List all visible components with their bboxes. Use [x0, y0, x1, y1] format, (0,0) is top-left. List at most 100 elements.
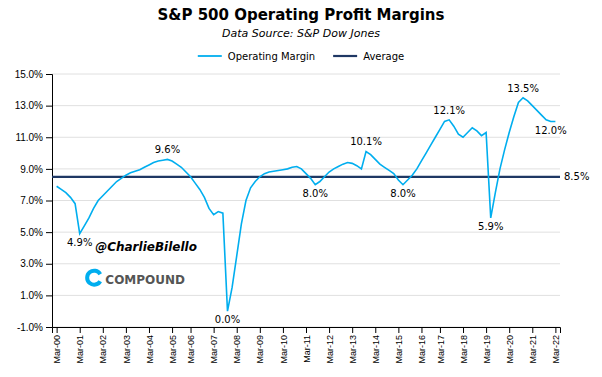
- y-tick: 3.0%: [20, 258, 52, 269]
- legend-item: Operating Margin: [198, 51, 315, 62]
- y-tick: -1.0%: [17, 322, 52, 333]
- logo: [85, 269, 102, 287]
- x-tick-label: Mar-01: [75, 335, 85, 364]
- y-tick: 15.0%: [15, 69, 52, 80]
- y-tick-label: 13.0%: [15, 100, 43, 111]
- x-tick: Mar-13: [348, 327, 358, 364]
- annotation: 10.1%: [350, 136, 382, 147]
- x-tick-label: Mar-18: [459, 335, 469, 364]
- grid-line: [52, 263, 560, 264]
- x-axis: Mar-00Mar-01Mar-02Mar-03Mar-04Mar-05Mar-…: [52, 327, 561, 364]
- annotation: 8.0%: [390, 188, 415, 199]
- y-tick-label: 7.0%: [20, 195, 43, 206]
- x-tick-label: Mar-06: [186, 335, 196, 364]
- x-tick-mark: [421, 327, 422, 333]
- y-axis-line: [46, 75, 53, 328]
- x-tick: Mar-20: [505, 327, 515, 364]
- x-tick-label: Mar-17: [436, 335, 446, 364]
- legend-swatch: [198, 55, 222, 57]
- annotation: 12.0%: [535, 125, 567, 136]
- x-tick-mark: [463, 327, 464, 333]
- y-tick-label: 1.0%: [20, 290, 43, 301]
- x-tick-label: Mar-08: [232, 335, 242, 364]
- y-tick-mark: [46, 264, 52, 265]
- grid-line: [52, 200, 560, 201]
- annotation: 5.9%: [478, 221, 503, 232]
- y-tick-label: -1.0%: [17, 322, 43, 333]
- x-tick-label: Mar-00: [52, 335, 62, 364]
- x-tick: Mar-09: [255, 327, 265, 364]
- x-tick: Mar-14: [371, 327, 381, 364]
- grid-line: [52, 168, 560, 169]
- annotation: 8.0%: [303, 188, 328, 199]
- x-tick-mark: [126, 327, 127, 333]
- x-tick: Mar-02: [98, 327, 108, 364]
- annotation: 4.9%: [67, 237, 92, 248]
- watermark: @CharlieBilello: [95, 240, 197, 254]
- legend-label: Operating Margin: [228, 51, 315, 62]
- x-tick: Mar-19: [482, 327, 492, 364]
- y-tick-mark: [46, 106, 52, 107]
- x-tick: Mar-01: [75, 327, 85, 364]
- x-tick-mark: [214, 327, 215, 333]
- y-tick: 9.0%: [20, 164, 52, 175]
- watermark: COMPOUND: [105, 273, 185, 287]
- x-tick: Mar-12: [325, 327, 335, 364]
- x-tick-label: Mar-21: [528, 335, 538, 364]
- x-tick-mark: [57, 327, 58, 333]
- x-tick: Mar-16: [417, 327, 427, 364]
- y-tick-mark: [46, 201, 52, 202]
- y-tick-label: 9.0%: [20, 164, 43, 175]
- annotation: 0.0%: [215, 314, 240, 325]
- x-tick-label: Mar-04: [145, 335, 155, 364]
- y-tick-label: 15.0%: [15, 69, 43, 80]
- legend-swatch: [333, 55, 357, 57]
- y-tick: 5.0%: [20, 227, 52, 238]
- x-tick-label: Mar-07: [209, 335, 219, 364]
- x-tick-mark: [237, 327, 238, 333]
- legend-item: Average: [333, 51, 404, 62]
- marks: [52, 98, 560, 311]
- grid-line: [52, 137, 560, 138]
- grid-line: [52, 295, 560, 296]
- grid-line: [52, 74, 560, 75]
- x-tick-label: Mar-11: [302, 335, 312, 363]
- x-tick-label: Mar-05: [168, 335, 178, 364]
- x-tick-label: Mar-20: [505, 335, 515, 364]
- x-tick-label: Mar-16: [417, 335, 427, 364]
- x-tick: Mar-00: [52, 327, 62, 364]
- subtitle: Data Source: S&P Dow Jones: [222, 27, 380, 40]
- x-tick-label: Mar-13: [348, 335, 358, 364]
- x-tick: Mar-05: [168, 327, 178, 364]
- x-tick: Mar-18: [459, 327, 469, 364]
- chart: S&P 500 Operating Profit MarginsData Sou…: [0, 0, 602, 377]
- x-tick: Mar-07: [209, 327, 219, 364]
- y-tick-mark: [46, 137, 52, 138]
- x-tick: Mar-06: [186, 327, 196, 364]
- y-tick-mark: [46, 295, 52, 296]
- x-tick-label: Mar-19: [482, 335, 492, 364]
- x-tick-mark: [172, 327, 173, 333]
- legend: Operating Margin Average: [198, 51, 404, 62]
- average-line: [52, 176, 560, 178]
- y-tick: 11.0%: [15, 132, 52, 143]
- x-tick: Mar-08: [232, 327, 242, 364]
- plot: -1.0% 1.0% 3.0% 5.0% 7.0% 9.0% 11.0% 13.0% 15.0%…: [15, 69, 590, 364]
- x-tick-mark: [509, 327, 510, 333]
- grid: [52, 74, 560, 327]
- annotation: 9.6%: [155, 144, 180, 155]
- y-tick-mark: [46, 232, 52, 233]
- x-tick-mark: [306, 327, 307, 333]
- x-tick: Mar-21: [528, 327, 538, 364]
- y-tick-mark: [46, 327, 52, 328]
- x-tick-mark: [555, 327, 556, 333]
- y-tick-mark: [46, 74, 52, 75]
- y-tick-label: 11.0%: [15, 132, 43, 143]
- x-tick: Mar-11: [302, 327, 312, 363]
- x-tick-mark: [352, 327, 353, 333]
- x-tick: Mar-17: [436, 327, 446, 364]
- x-tick-mark: [283, 327, 284, 333]
- x-tick-mark: [103, 327, 104, 333]
- annotation: 13.5%: [507, 83, 539, 94]
- series-line: [57, 98, 556, 311]
